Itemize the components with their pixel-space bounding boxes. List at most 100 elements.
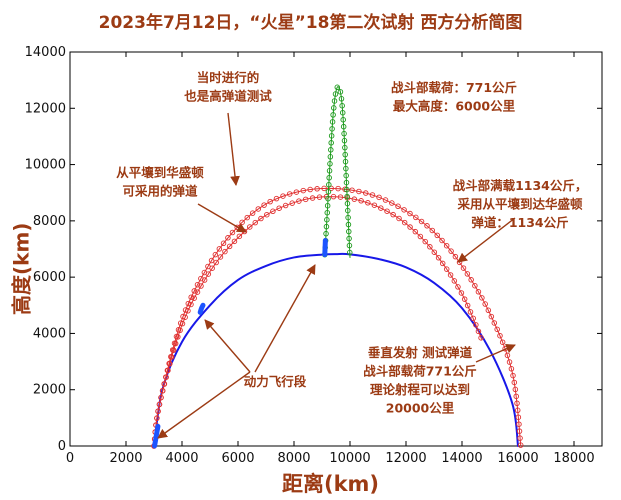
series-marker	[166, 360, 172, 367]
series-marker	[464, 271, 471, 277]
series-line-3	[324, 86, 351, 258]
series-marker	[439, 260, 446, 267]
series-marker	[346, 228, 352, 235]
series-marker	[343, 172, 349, 179]
series-marker	[349, 187, 355, 193]
series-marker	[401, 207, 407, 213]
series-marker	[198, 283, 204, 289]
series-marker	[451, 278, 458, 284]
series-marker	[225, 235, 231, 241]
series-marker	[156, 401, 163, 408]
series-marker	[331, 98, 338, 104]
series-marker	[326, 168, 333, 174]
series-marker	[464, 302, 471, 309]
series-marker	[338, 96, 345, 102]
series-marker	[475, 328, 482, 335]
y-tick-label: 12000	[25, 101, 66, 116]
series-marker	[205, 263, 211, 270]
series-marker	[351, 196, 358, 202]
series-marker	[341, 137, 348, 144]
series-marker	[376, 194, 382, 201]
series-line-6	[322, 238, 328, 258]
series-marker	[175, 327, 182, 333]
x-tick-label: 14000	[441, 451, 482, 466]
series-marker	[163, 374, 169, 380]
series-marker	[185, 300, 192, 307]
series-marker	[222, 248, 228, 255]
series-marker	[326, 175, 332, 181]
series-marker	[273, 195, 280, 202]
annotation-text: 20000公里	[386, 401, 455, 416]
series-marker	[342, 144, 348, 151]
annotation-text: 动力飞行段	[244, 374, 307, 389]
series-marker	[384, 208, 390, 214]
series-marker	[323, 230, 329, 237]
annotation-text: 从平壤到华盛顿	[116, 165, 204, 180]
series-marker	[516, 428, 523, 434]
series-marker	[431, 249, 438, 255]
series-marker	[169, 347, 176, 353]
series-marker	[293, 189, 300, 195]
series-marker	[439, 237, 445, 244]
series-marker	[344, 200, 351, 207]
series-marker	[371, 202, 378, 208]
series-marker	[330, 193, 337, 200]
series-marker	[161, 381, 167, 387]
series-marker	[340, 123, 347, 130]
series-marker	[188, 294, 194, 300]
annotation-text: 采用从平壤到达华盛顿	[456, 197, 583, 212]
series-marker	[346, 242, 353, 249]
y-tick-label: 14000	[25, 45, 66, 60]
series-marker	[418, 218, 425, 225]
series-marker	[331, 105, 337, 111]
series-marker	[458, 290, 465, 296]
series-marker	[270, 208, 276, 215]
series-marker	[491, 320, 498, 326]
annotation-text: 垂直发射 测试弹道	[368, 345, 473, 360]
series-marker	[395, 203, 401, 210]
chart-title: 2023年7月12日，“火星”18第二次试射 西方分析简图	[98, 13, 523, 33]
series-marker	[343, 179, 350, 186]
annotation-text: 弹道：1134公斤	[471, 215, 568, 230]
series-marker	[424, 223, 430, 229]
series-marker	[332, 91, 339, 97]
series-marker	[396, 215, 402, 222]
annotation-arrow	[475, 344, 516, 363]
y-tick-label: 10000	[25, 158, 66, 173]
series-marker	[258, 215, 264, 222]
series-marker	[282, 202, 289, 209]
series-marker	[478, 335, 484, 341]
series-marker	[217, 254, 224, 260]
annotation-text: 可采用的弹道	[122, 184, 198, 199]
series-marker	[330, 112, 336, 118]
plot-frame	[69, 51, 603, 447]
series-marker	[231, 238, 238, 245]
series-marker	[168, 353, 174, 360]
series-marker	[154, 415, 160, 421]
series-marker	[194, 281, 201, 288]
series-marker	[249, 210, 256, 216]
series-marker	[345, 221, 352, 228]
series-marker	[412, 228, 419, 235]
series-marker	[485, 307, 492, 314]
series-marker	[340, 116, 346, 123]
series-marker	[324, 202, 331, 209]
series-marker	[286, 191, 293, 197]
series-marker	[413, 214, 419, 221]
series-marker	[470, 315, 476, 322]
series-marker	[276, 205, 282, 211]
series-marker	[334, 84, 341, 91]
series-marker	[327, 161, 333, 167]
x-tick-label: 18000	[553, 451, 594, 466]
series-marker	[422, 238, 428, 245]
series-marker	[325, 195, 331, 202]
series-marker	[512, 386, 519, 393]
series-marker	[494, 326, 500, 333]
series-marker	[252, 219, 259, 226]
series-marker	[247, 224, 253, 230]
series-marker	[460, 265, 467, 271]
series-marker	[191, 295, 197, 301]
series-line-0	[153, 252, 519, 447]
series-marker	[158, 394, 164, 401]
